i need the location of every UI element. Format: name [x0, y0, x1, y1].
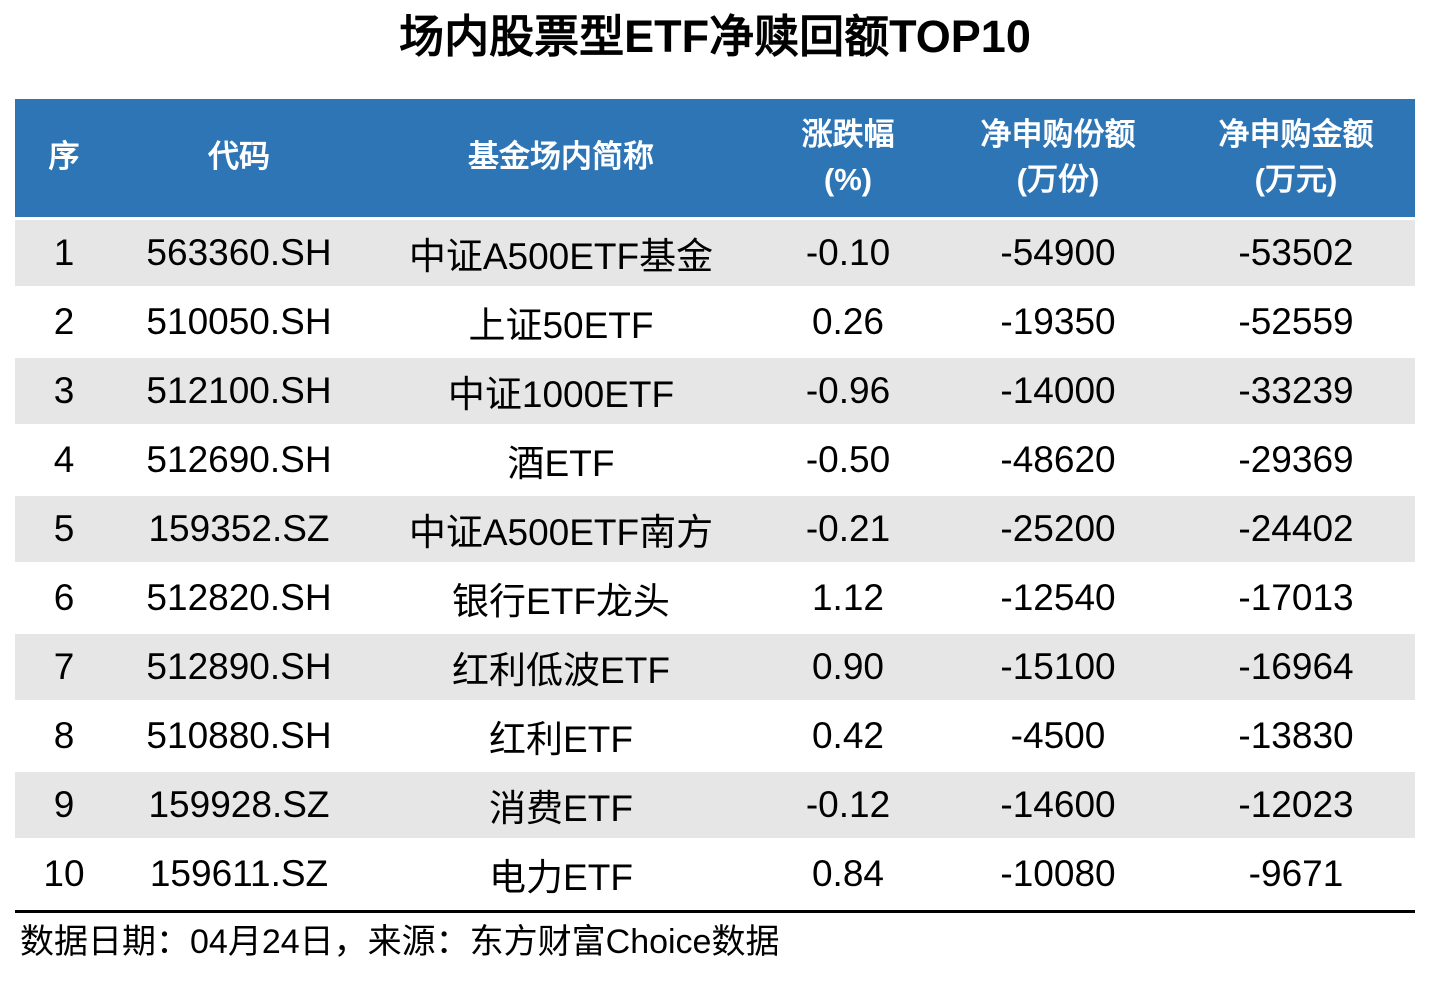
cell-change: 0.42 [757, 702, 939, 769]
cell-name: 上证50ETF [365, 288, 757, 355]
cell-change: -0.50 [757, 426, 939, 493]
table-header: 序 代码 基金场内简称 涨跌幅 (%) 净申购份额 (万份) 净申购金额 (万元) [15, 99, 1415, 217]
column-header-unit: (万份) [1016, 161, 1100, 197]
page-title: 场内股票型ETF净赎回额TOP10 [399, 11, 1031, 62]
cell-seq: 4 [15, 426, 113, 493]
cell-shares: -25200 [939, 495, 1177, 562]
column-header-seq: 序 [15, 99, 113, 217]
data-source-note: 数据日期：04月24日，来源：东方财富Choice数据 [20, 922, 780, 961]
column-header-amount: 净申购金额 (万元) [1177, 99, 1415, 217]
table-row: 4 512690.SH 酒ETF -0.50 -48620 -29369 [15, 426, 1415, 493]
cell-change: 1.12 [757, 564, 939, 631]
cell-shares: -4500 [939, 702, 1177, 769]
column-header-shares: 净申购份额 (万份) [939, 99, 1177, 217]
cell-name: 红利ETF [365, 702, 757, 769]
cell-code: 159611.SZ [113, 840, 365, 907]
cell-amount: -53502 [1177, 219, 1415, 286]
column-header-label: 涨跌幅 [801, 117, 895, 152]
cell-code: 563360.SH [113, 219, 365, 286]
cell-amount: -52559 [1177, 288, 1415, 355]
column-header-label: 基金场内简称 [468, 139, 654, 175]
cell-seq: 3 [15, 357, 113, 424]
cell-shares: -12540 [939, 564, 1177, 631]
cell-name: 银行ETF龙头 [365, 564, 757, 631]
cell-change: -0.21 [757, 495, 939, 562]
etf-table: 序 代码 基金场内简称 涨跌幅 (%) 净申购份额 (万份) 净申购金额 (万元) 1 56336… [15, 96, 1415, 910]
table-header-row: 序 代码 基金场内简称 涨跌幅 (%) 净申购份额 (万份) 净申购金额 (万元) [15, 99, 1415, 217]
cell-shares: -15100 [939, 633, 1177, 700]
cell-amount: -13830 [1177, 702, 1415, 769]
column-header-label: 净申购份额 [980, 117, 1136, 152]
cell-change: 0.84 [757, 840, 939, 907]
column-header-label: 代码 [208, 139, 270, 175]
etf-net-redemption-report: 场内股票型ETF净赎回额TOP10 序 代码 基金场内简称 涨跌幅 (%) 净申购份额 (万… [0, 8, 1430, 1008]
cell-change: -0.12 [757, 771, 939, 838]
table-row: 9 159928.SZ 消费ETF -0.12 -14600 -12023 [15, 771, 1415, 838]
cell-amount: -9671 [1177, 840, 1415, 907]
cell-amount: -16964 [1177, 633, 1415, 700]
table-body: 1 563360.SH 中证A500ETF基金 -0.10 -54900 -53502 2 5… [15, 219, 1415, 907]
cell-code: 159928.SZ [113, 771, 365, 838]
cell-shares: -10080 [939, 840, 1177, 907]
table-row: 2 510050.SH 上证50ETF 0.26 -19350 -52559 [15, 288, 1415, 355]
column-header-unit: (万元) [1254, 161, 1338, 197]
cell-change: 0.26 [757, 288, 939, 355]
cell-shares: -19350 [939, 288, 1177, 355]
cell-change: -0.10 [757, 219, 939, 286]
column-header-label: 净申购金额 [1218, 117, 1374, 152]
cell-amount: -33239 [1177, 357, 1415, 424]
cell-change: 0.90 [757, 633, 939, 700]
cell-seq: 6 [15, 564, 113, 631]
cell-name: 电力ETF [365, 840, 757, 907]
table-row: 8 510880.SH 红利ETF 0.42 -4500 -13830 [15, 702, 1415, 769]
cell-amount: -17013 [1177, 564, 1415, 631]
cell-seq: 7 [15, 633, 113, 700]
column-header-label: 序 [48, 139, 80, 175]
footer-divider [15, 909, 1415, 913]
column-header-change: 涨跌幅 (%) [757, 99, 939, 217]
column-header-unit: (%) [823, 161, 873, 197]
cell-amount: -29369 [1177, 426, 1415, 493]
cell-code: 510050.SH [113, 288, 365, 355]
cell-name: 中证A500ETF南方 [365, 495, 757, 562]
table-row: 6 512820.SH 银行ETF龙头 1.12 -12540 -17013 [15, 564, 1415, 631]
table-row: 5 159352.SZ 中证A500ETF南方 -0.21 -25200 -24402 [15, 495, 1415, 562]
cell-seq: 10 [15, 840, 113, 907]
cell-seq: 9 [15, 771, 113, 838]
cell-seq: 2 [15, 288, 113, 355]
cell-code: 512820.SH [113, 564, 365, 631]
table-row: 3 512100.SH 中证1000ETF -0.96 -14000 -33239 [15, 357, 1415, 424]
cell-shares: -54900 [939, 219, 1177, 286]
cell-shares: -14600 [939, 771, 1177, 838]
cell-code: 512690.SH [113, 426, 365, 493]
cell-name: 酒ETF [365, 426, 757, 493]
cell-name: 中证1000ETF [365, 357, 757, 424]
cell-amount: -24402 [1177, 495, 1415, 562]
column-header-name: 基金场内简称 [365, 99, 757, 217]
column-header-code: 代码 [113, 99, 365, 217]
cell-seq: 1 [15, 219, 113, 286]
cell-code: 512890.SH [113, 633, 365, 700]
cell-shares: -48620 [939, 426, 1177, 493]
cell-name: 红利低波ETF [365, 633, 757, 700]
table-row: 10 159611.SZ 电力ETF 0.84 -10080 -9671 [15, 840, 1415, 907]
cell-code: 159352.SZ [113, 495, 365, 562]
cell-seq: 8 [15, 702, 113, 769]
cell-amount: -12023 [1177, 771, 1415, 838]
cell-name: 中证A500ETF基金 [365, 219, 757, 286]
cell-name: 消费ETF [365, 771, 757, 838]
table-row: 7 512890.SH 红利低波ETF 0.90 -15100 -16964 [15, 633, 1415, 700]
table-row: 1 563360.SH 中证A500ETF基金 -0.10 -54900 -53502 [15, 219, 1415, 286]
cell-code: 512100.SH [113, 357, 365, 424]
cell-code: 510880.SH [113, 702, 365, 769]
cell-seq: 5 [15, 495, 113, 562]
cell-shares: -14000 [939, 357, 1177, 424]
cell-change: -0.96 [757, 357, 939, 424]
